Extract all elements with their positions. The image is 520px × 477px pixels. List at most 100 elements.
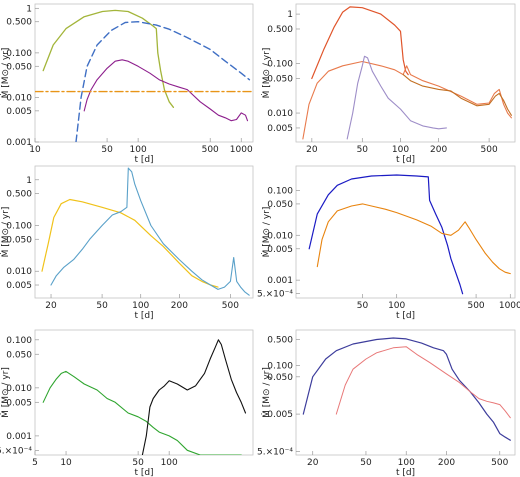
- y-tick-label: 0.010: [6, 93, 32, 103]
- chart-panel-4: 50 100 500 1000 5.×10⁻⁴ 0.001 0.005 0.010 0.050 0…: [257, 165, 520, 321]
- y-tick-label: 0.001: [6, 138, 32, 148]
- x-tick-label: 5: [32, 458, 38, 468]
- x-tick-label: 200: [171, 301, 188, 311]
- series-line-3: [402, 74, 512, 116]
- y-tick-label: 1: [26, 4, 32, 14]
- x-axis-label: t [d]: [134, 468, 153, 477]
- y-tick-label: 0.050: [6, 235, 32, 245]
- x-tick-label: 100: [388, 301, 405, 311]
- x-tick-label: 20: [306, 145, 318, 155]
- chart-panel-2: 20 50 100 200 500 0.005 0.010 0.050 0.100 0.500 1 t…: [261, 3, 516, 165]
- series-line-2: [50, 167, 250, 296]
- y-tick-label: 0.050: [267, 373, 293, 383]
- series-line-1: [308, 174, 464, 295]
- x-tick-label: 1000: [230, 145, 253, 155]
- y-tick-label: 1: [287, 10, 293, 20]
- y-axis-label: Ṁ [M⊙ / yr]: [0, 48, 11, 99]
- x-axis-label: t [d]: [134, 155, 153, 165]
- x-tick-label: 10: [29, 145, 41, 155]
- y-tick-label: 0.010: [267, 109, 293, 119]
- series-line-3: [83, 59, 249, 122]
- y-tick-label: 0.010: [6, 384, 32, 394]
- y-tick-label: 0.050: [267, 200, 293, 210]
- y-tick-label: 1: [26, 176, 32, 186]
- chart-panel-5: 5 10 50 100 5.×10⁻⁴ 0.001 0.005 0.010 0.050 0.100…: [0, 329, 254, 477]
- y-tick-label: 0.100: [267, 362, 293, 372]
- y-axis-label: Ṁ [M⊙ / yr]: [261, 207, 272, 258]
- y-tick-label: 5.×10⁻⁴: [0, 446, 32, 456]
- x-tick-label: 100: [392, 145, 409, 155]
- plot-frame: [295, 329, 516, 456]
- y-tick-label: 0.100: [6, 49, 32, 59]
- y-tick-label: 0.010: [267, 231, 293, 241]
- series-line-1: [302, 337, 511, 441]
- y-tick-label: 0.050: [267, 74, 293, 84]
- series-line-4: [346, 55, 447, 140]
- series-line-1: [42, 370, 242, 455]
- y-tick-label: 0.500: [267, 25, 293, 35]
- y-tick-label: 0.100: [267, 60, 293, 70]
- y-tick-label: 0.500: [6, 18, 32, 28]
- chart-panel-3: 20 50 100 200 500 0.005 0.010 0.050 0.100 0.500 1 t…: [0, 165, 254, 321]
- y-tick-label: 0.005: [6, 398, 32, 408]
- x-tick-label: 20: [307, 458, 319, 468]
- y-tick-label: 0.005: [267, 410, 293, 420]
- series-line-1: [311, 6, 409, 80]
- series-line-2: [141, 339, 247, 455]
- x-tick-label: 500: [481, 145, 498, 155]
- y-tick-label: 5.×10⁻⁴: [257, 447, 293, 457]
- y-tick-label: 0.005: [267, 245, 293, 255]
- y-tick-label: 0.010: [6, 267, 32, 277]
- plot-frame: [34, 3, 254, 143]
- x-tick-label: 50: [132, 458, 144, 468]
- y-tick-label: 0.500: [267, 336, 293, 346]
- x-tick-label: 500: [467, 301, 484, 311]
- x-axis-label: t [d]: [396, 155, 415, 165]
- y-tick-label: 5.×10⁻⁴: [257, 290, 293, 300]
- x-tick-label: 100: [132, 301, 149, 311]
- chart-panel-1: 10 50 100 500 1000 0.001 0.005 0.010 0.050 0.100 0…: [0, 3, 254, 165]
- x-tick-label: 100: [398, 458, 415, 468]
- x-tick-label: 500: [222, 301, 239, 311]
- y-tick-label: 0.005: [267, 124, 293, 134]
- y-tick-label: 0.050: [6, 350, 32, 360]
- x-tick-label: 200: [430, 145, 447, 155]
- y-tick-label: 0.100: [267, 186, 293, 196]
- x-tick-label: 1000: [499, 301, 520, 311]
- plot-frame: [295, 3, 516, 143]
- x-tick-label: 50: [360, 458, 372, 468]
- y-tick-label: 0.001: [267, 276, 293, 286]
- y-tick-label: 0.100: [6, 222, 32, 232]
- x-tick-label: 100: [130, 145, 147, 155]
- y-tick-label: 0.500: [6, 190, 32, 200]
- y-tick-label: 0.005: [6, 107, 32, 117]
- x-tick-label: 10: [60, 458, 72, 468]
- x-tick-label: 20: [45, 301, 57, 311]
- y-tick-label: 0.050: [6, 62, 32, 72]
- y-tick-label: 0.005: [6, 281, 32, 291]
- x-tick-label: 50: [357, 301, 369, 311]
- y-axis-label: Ṁ [M⊙ / yr]: [0, 207, 11, 258]
- series-line-2: [335, 346, 511, 419]
- series-line-2: [75, 21, 251, 142]
- x-tick-label: 50: [96, 301, 108, 311]
- series-line-1: [42, 9, 175, 108]
- x-axis-label: t [d]: [396, 468, 415, 477]
- y-tick-label: 0.001: [6, 432, 32, 442]
- x-tick-label: 500: [491, 458, 508, 468]
- x-axis-label: t [d]: [134, 311, 153, 321]
- series-line-2: [316, 203, 511, 275]
- x-tick-label: 100: [161, 458, 178, 468]
- plot-frame: [34, 165, 254, 299]
- series-line-1: [41, 198, 219, 288]
- y-axis-label: Ṁ [M⊙ / yr]: [261, 48, 272, 99]
- y-axis-label: Ṁ [M⊙ / yr]: [261, 367, 272, 418]
- series-line-2: [302, 60, 512, 140]
- x-tick-label: 500: [202, 145, 219, 155]
- plot-frame: [34, 329, 254, 456]
- x-tick-label: 50: [357, 145, 369, 155]
- plot-frame: [295, 165, 516, 299]
- x-tick-label: 50: [101, 145, 113, 155]
